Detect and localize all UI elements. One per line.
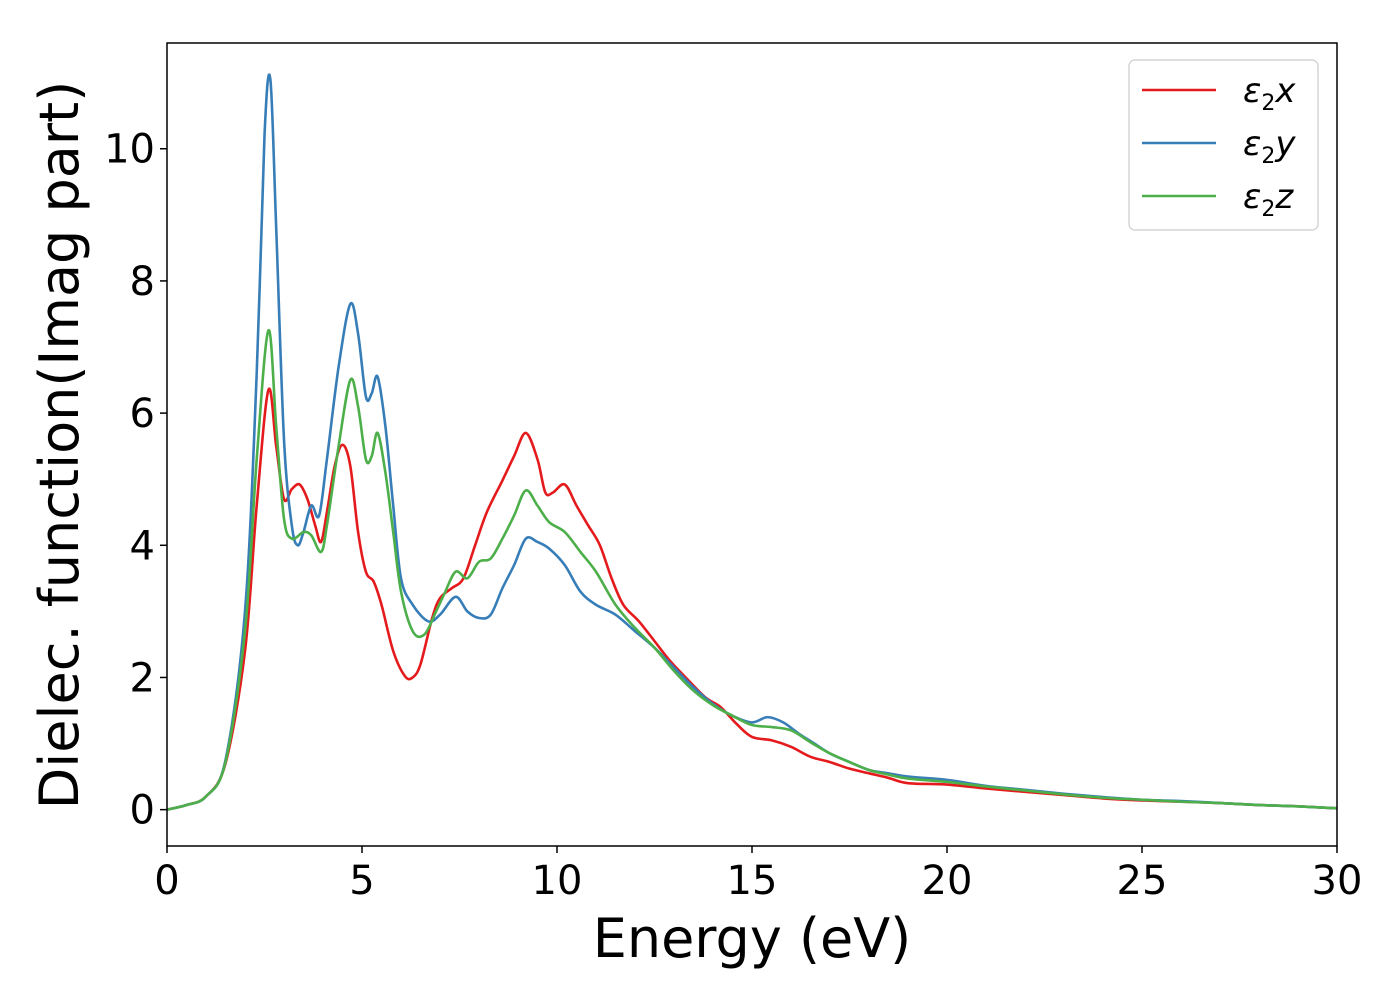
y-tick-label: 10 — [104, 127, 155, 173]
y-tick-label: 8 — [130, 259, 155, 305]
x-tick-label: 30 — [1312, 858, 1363, 904]
x-axis-title: Energy (eV) — [593, 907, 912, 970]
y-axis-title: Dielec. function(Imag part) — [28, 81, 91, 810]
legend-label-y: ε2y — [1243, 124, 1296, 169]
series-line-x — [166, 387, 1338, 811]
x-tick-label: 25 — [1117, 858, 1168, 904]
series-line-z — [166, 329, 1338, 811]
y-tick-label: 6 — [130, 391, 155, 437]
legend-label-x: ε2x — [1243, 71, 1296, 116]
y-tick-label: 0 — [130, 788, 155, 834]
x-axis-ticks: 0 5 10 15 20 25 30 — [154, 846, 1362, 904]
y-tick-label: 4 — [130, 523, 155, 569]
series-line-y — [166, 73, 1338, 811]
x-tick-label: 0 — [154, 858, 179, 904]
legend-label-z: ε2z — [1243, 177, 1294, 222]
series-layer — [166, 73, 1338, 811]
y-tick-label: 2 — [130, 655, 155, 701]
x-tick-label: 15 — [727, 858, 778, 904]
legend: ε2x ε2y ε2z — [1128, 59, 1319, 231]
x-tick-label: 10 — [532, 858, 583, 904]
legend-box — [1128, 59, 1319, 231]
x-tick-label: 5 — [349, 858, 374, 904]
y-axis-ticks: 0 2 4 6 8 10 — [104, 127, 167, 834]
x-tick-label: 20 — [922, 858, 973, 904]
